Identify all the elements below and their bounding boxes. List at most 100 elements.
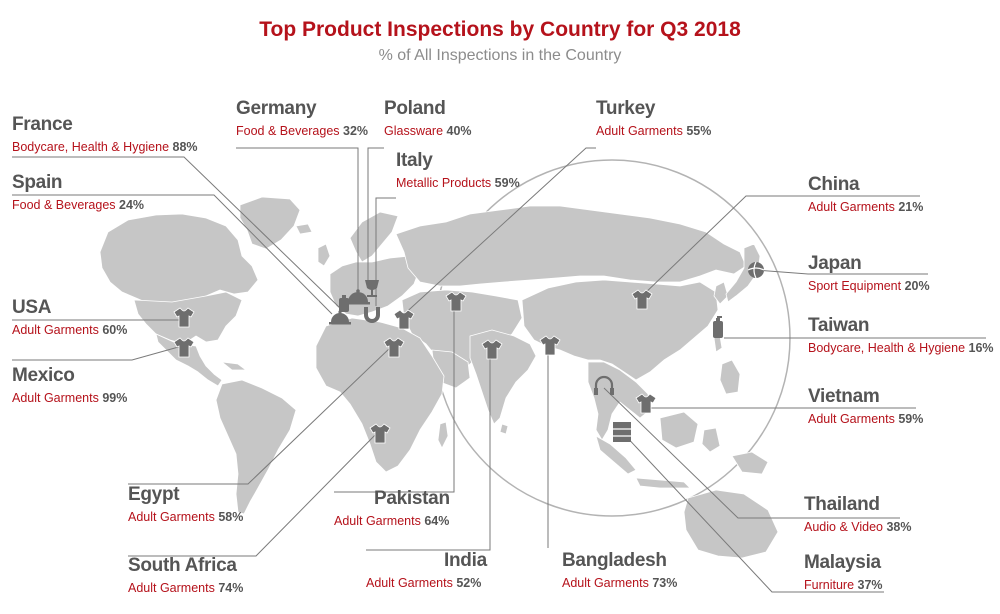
percent-value: 32% — [343, 124, 369, 138]
leader-egypt — [128, 345, 393, 485]
country-name: Japan — [808, 253, 862, 274]
bottle-icon — [713, 316, 723, 338]
country-detail: Bodycare, Health & Hygiene 88% — [12, 139, 198, 156]
label-spain: Spain Food & Beverages 24% — [12, 172, 144, 214]
land-java — [635, 477, 691, 489]
percent-value: 24% — [119, 198, 145, 212]
product-category: Glassware — [384, 124, 444, 138]
leader-south-africa — [128, 429, 381, 557]
leader-japan — [755, 269, 928, 275]
land-philippines — [719, 359, 741, 395]
product-category: Adult Garments — [808, 200, 895, 214]
country-name: Germany — [236, 98, 317, 119]
country-detail: Metallic Products 59% — [396, 175, 520, 192]
country-detail: Adult Garments 58% — [128, 509, 243, 526]
leader-thailand — [603, 387, 900, 519]
label-vietnam: Vietnam Adult Garments 59% — [808, 386, 923, 428]
land-africa — [315, 317, 445, 473]
country-name: Mexico — [12, 365, 75, 386]
product-category: Food & Beverages — [236, 124, 340, 138]
percent-value: 73% — [652, 576, 678, 590]
country-name: Egypt — [128, 484, 180, 505]
country-name: Thailand — [804, 494, 880, 515]
percent-value: 59% — [494, 176, 520, 190]
label-france: France Bodycare, Health & Hygiene 88% — [12, 114, 198, 156]
label-china: China Adult Garments 21% — [808, 174, 923, 216]
land-caribbean — [221, 361, 247, 371]
percent-value: 20% — [904, 279, 930, 293]
country-detail: Adult Garments 60% — [12, 322, 127, 339]
country-detail: Adult Garments 59% — [808, 411, 923, 428]
land-sumatra — [595, 435, 637, 475]
land-japan — [725, 243, 761, 303]
country-detail: Food & Beverages 32% — [236, 123, 368, 140]
leader-spain — [12, 194, 333, 315]
land-madagascar — [437, 421, 449, 449]
leader-germany — [236, 147, 359, 292]
country-detail: Adult Garments 73% — [562, 575, 677, 592]
label-poland: Poland Glassware 40% — [384, 98, 472, 140]
label-germany: Germany Food & Beverages 32% — [236, 98, 368, 140]
country-name: South Africa — [128, 555, 237, 576]
label-malaysia: Malaysia Furniture 37% — [804, 552, 883, 594]
percent-value: 59% — [898, 412, 924, 426]
land-borneo — [659, 411, 699, 449]
land-sulawesi — [701, 427, 721, 453]
product-category: Bodycare, Health & Hygiene — [12, 140, 170, 154]
country-name: Malaysia — [804, 552, 881, 573]
product-category: Adult Garments — [128, 510, 215, 524]
percent-value: 88% — [172, 140, 198, 154]
chart-title: Top Product Inspections by Country for Q… — [259, 18, 741, 41]
label-egypt: Egypt Adult Garments 58% — [128, 484, 243, 526]
product-category: Adult Garments — [562, 576, 649, 590]
country-name: China — [808, 174, 860, 195]
product-category: Adult Garments — [128, 581, 215, 595]
ball-icon — [747, 261, 765, 279]
percent-value: 37% — [857, 578, 883, 592]
product-category: Metallic Products — [396, 176, 492, 190]
land-uk — [317, 243, 331, 267]
leader-turkey — [399, 147, 596, 319]
country-detail: Sport Equipment 20% — [808, 278, 930, 295]
cabinet-icon — [613, 422, 631, 442]
country-detail: Audio & Video 38% — [804, 519, 912, 536]
country-detail: Adult Garments 74% — [128, 580, 243, 597]
product-category: Food & Beverages — [12, 198, 116, 212]
product-category: Sport Equipment — [808, 279, 902, 293]
land-sri-lanka — [499, 423, 509, 435]
country-detail: Adult Garments 21% — [808, 199, 923, 216]
land-australia — [683, 489, 779, 559]
leader-lines — [12, 147, 986, 593]
product-category: Adult Garments — [334, 514, 421, 528]
percent-value: 58% — [218, 510, 244, 524]
magnet-icon — [364, 307, 380, 323]
product-category: Adult Garments — [366, 576, 453, 590]
map-icons — [173, 261, 765, 444]
percent-value: 16% — [968, 341, 994, 355]
percent-value: 21% — [898, 200, 924, 214]
leader-italy — [375, 197, 396, 306]
percent-value: 74% — [218, 581, 244, 595]
label-japan: Japan Sport Equipment 20% — [808, 253, 930, 295]
chart-subtitle: % of All Inspections in the Country — [378, 47, 622, 64]
leader-france — [12, 156, 341, 309]
country-name: France — [12, 114, 73, 135]
country-name: Italy — [396, 150, 433, 171]
land-korea — [713, 281, 729, 305]
land-scandinavia — [349, 211, 399, 263]
percent-value: 64% — [424, 514, 450, 528]
product-category: Furniture — [804, 578, 855, 592]
leader-pakistan — [334, 302, 455, 493]
country-detail: Adult Garments 52% — [366, 575, 487, 592]
product-category: Adult Garments — [808, 412, 895, 426]
land-south-america — [215, 379, 297, 515]
land-india — [469, 329, 537, 425]
land-iceland — [295, 223, 313, 235]
country-name: Turkey — [596, 98, 656, 119]
label-mexico: Mexico Adult Garments 99% — [12, 365, 127, 407]
leader-china — [639, 195, 920, 299]
country-name: India — [444, 550, 487, 571]
product-category: Adult Garments — [12, 391, 99, 405]
